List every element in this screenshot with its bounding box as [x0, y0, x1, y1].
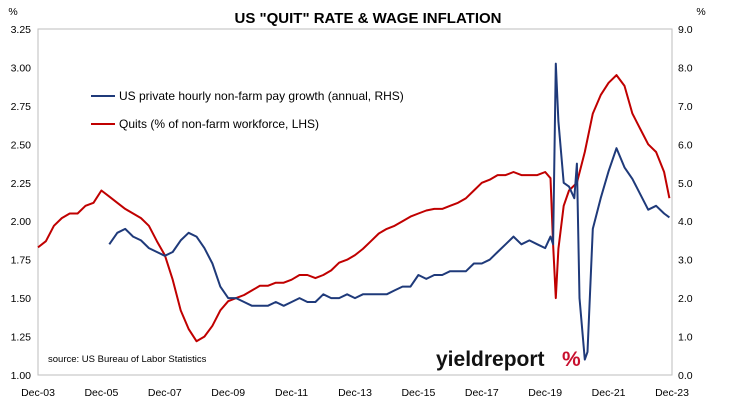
y-right-tick-label: 3.0 — [678, 255, 693, 267]
y-right-tick-label: 2.0 — [678, 293, 693, 305]
y-right-tick-label: 4.0 — [678, 216, 693, 228]
x-tick-label: Dec-05 — [84, 387, 118, 399]
y-left-tick-label: 1.75 — [11, 255, 32, 267]
y-axis-right: 0.0 1.0 2.0 3.0 4.0 5.0 6.0 7.0 8.0 9.0 — [678, 24, 693, 382]
y-left-tick-label: 1.25 — [11, 332, 32, 344]
y-left-tick-label: 2.50 — [11, 139, 32, 151]
y-right-tick-label: 0.0 — [678, 370, 693, 382]
y-left-tick-label: 2.00 — [11, 216, 32, 228]
y-right-tick-label: 8.0 — [678, 62, 693, 74]
x-tick-label: Dec-03 — [21, 387, 55, 399]
y-right-tick-label: 1.0 — [678, 332, 693, 344]
y-left-tick-label: 3.00 — [11, 62, 32, 74]
x-tick-label: Dec-21 — [592, 387, 626, 399]
series-line-quits — [37, 74, 671, 343]
series-lines — [37, 62, 671, 361]
watermark-percent-icon: % — [562, 348, 581, 371]
y-left-tick-label: 1.50 — [11, 293, 32, 305]
legend-label-quits: Quits (% of non-farm workforce, LHS) — [119, 117, 319, 131]
x-tick-label: Dec-19 — [528, 387, 562, 399]
y-axis-left: 1.00 1.25 1.50 1.75 2.00 2.25 2.50 2.75 3.00 3.25 — [11, 24, 32, 382]
watermark-text: yieldreport — [436, 348, 545, 371]
x-tick-label: Dec-23 — [655, 387, 689, 399]
series-line-wage-growth — [108, 62, 670, 361]
y-right-tick-label: 7.0 — [678, 101, 693, 113]
legend-label-wage-growth: US private hourly non-farm pay growth (a… — [119, 89, 404, 103]
y-left-tick-label: 2.25 — [11, 178, 32, 190]
x-tick-label: Dec-15 — [401, 387, 435, 399]
y-right-tick-label: 6.0 — [678, 139, 693, 151]
x-tick-label: Dec-11 — [275, 387, 308, 399]
chart-title: US "QUIT" RATE & WAGE INFLATION — [235, 10, 502, 27]
legend: US private hourly non-farm pay growth (a… — [91, 89, 404, 131]
source-note: source: US Bureau of Labor Statistics — [48, 354, 207, 365]
y-right-tick-label: 9.0 — [678, 24, 693, 36]
x-tick-label: Dec-09 — [211, 387, 245, 399]
x-tick-label: Dec-13 — [338, 387, 372, 399]
y-right-tick-label: 5.0 — [678, 178, 693, 190]
watermark-logo: yieldreport % — [436, 348, 581, 371]
y-left-tick-label: 1.00 — [11, 370, 32, 382]
x-tick-label: Dec-17 — [465, 387, 499, 399]
left-axis-unit: % — [8, 6, 17, 18]
y-left-tick-label: 2.75 — [11, 101, 32, 113]
right-axis-unit: % — [696, 6, 705, 18]
x-axis: Dec-03 Dec-05 Dec-07 Dec-09 Dec-11 Dec-13 Dec-… — [21, 387, 689, 399]
x-tick-label: Dec-07 — [148, 387, 182, 399]
y-left-tick-label: 3.25 — [11, 24, 32, 36]
plot-area — [37, 28, 673, 376]
